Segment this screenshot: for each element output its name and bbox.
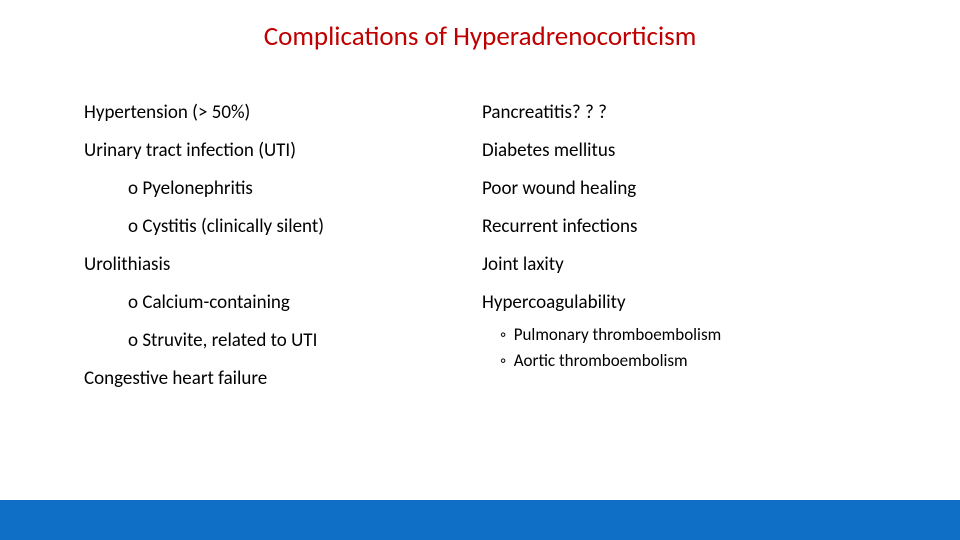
slide-title: Complications of Hyperadrenocorticism — [0, 20, 960, 53]
left-item: Congestive heart failure — [84, 360, 424, 398]
list-text: Pulmonary thromboembolism — [514, 324, 721, 345]
right-item: Poor wound healing — [482, 170, 822, 208]
right-item: Joint laxity — [482, 246, 822, 284]
left-item: Urinary tract infection (UTI) — [84, 132, 424, 170]
list-text: Pyelonephritis — [142, 177, 253, 200]
right-item: Diabetes mellitus — [482, 132, 822, 170]
right-column: Pancreatitis? ? ?Diabetes mellitusPoor w… — [482, 94, 822, 398]
o-bullet: o — [128, 329, 142, 352]
left-item: Hypertension (> 50%) — [84, 94, 424, 132]
list-text: Struvite, related to UTI — [142, 329, 317, 352]
list-text: Aortic thromboembolism — [514, 350, 688, 371]
sub-bullet-icon: ◦ — [500, 350, 514, 371]
footer-bar — [0, 500, 960, 540]
sub-bullet-icon: ◦ — [500, 324, 514, 345]
o-bullet: o — [128, 177, 142, 200]
o-bullet: o — [128, 215, 142, 238]
right-item: Recurrent infections — [482, 208, 822, 246]
left-column: Hypertension (> 50%)Urinary tract infect… — [84, 94, 424, 398]
list-text: Cystitis (clinically silent) — [142, 215, 324, 238]
left-item: o Pyelonephritis — [84, 170, 424, 208]
content-columns: Hypertension (> 50%)Urinary tract infect… — [84, 94, 822, 398]
left-item: o Calcium-containing — [84, 284, 424, 322]
right-item: Pancreatitis? ? ? — [482, 94, 822, 132]
o-bullet: o — [128, 291, 142, 314]
left-item: o Struvite, related to UTI — [84, 322, 424, 360]
list-text: Calcium-containing — [142, 291, 290, 314]
right-item: Hypercoagulability — [482, 284, 822, 322]
right-item: ◦ Pulmonary thromboembolism — [482, 322, 822, 348]
left-item: o Cystitis (clinically silent) — [84, 208, 424, 246]
slide: Complications of Hyperadrenocorticism Hy… — [0, 0, 960, 540]
right-item: ◦ Aortic thromboembolism — [482, 348, 822, 374]
left-item: Urolithiasis — [84, 246, 424, 284]
